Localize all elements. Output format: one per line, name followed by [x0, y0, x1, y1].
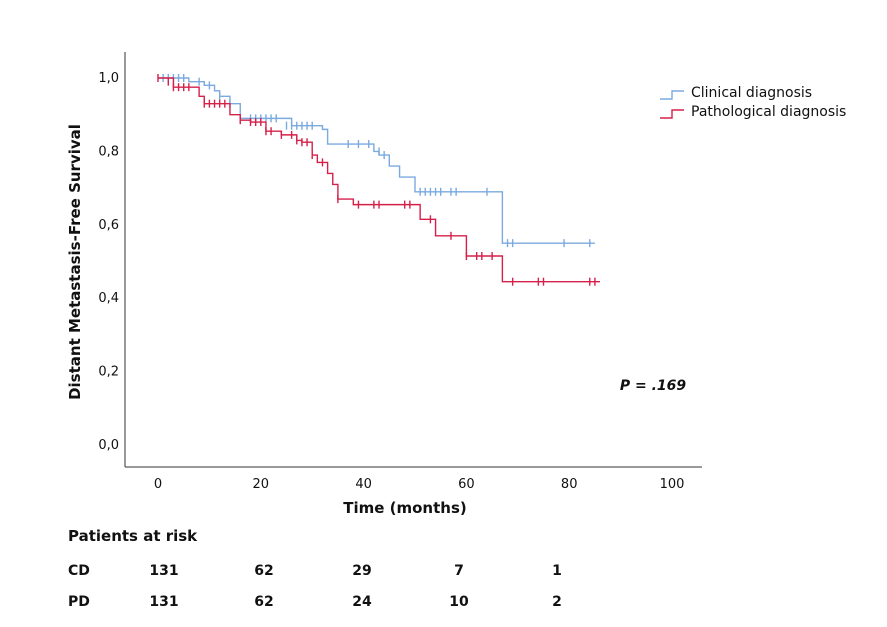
y-tick-label: 0,4 [98, 291, 119, 306]
x-tick-label: 20 [253, 477, 270, 492]
legend: Clinical diagnosis Pathological diagnosis [660, 85, 846, 120]
risk-row-label: PD [68, 594, 90, 610]
legend-label: Clinical diagnosis [691, 85, 812, 101]
risk-cell: 7 [454, 563, 464, 579]
y-tick-label: 0,2 [98, 365, 119, 380]
risk-cell: 131 [149, 563, 179, 579]
y-tick-label: 1,0 [98, 71, 119, 86]
y-ticks: 0,0 0,2 0,4 0,6 0,8 1,0 [98, 71, 119, 453]
x-axis-label: Time (months) [343, 499, 467, 517]
risk-row-label: CD [68, 563, 90, 579]
x-ticks: 0 20 40 60 80 100 [154, 477, 685, 492]
risk-cell: 131 [149, 594, 179, 610]
risk-cell: 62 [254, 563, 274, 579]
risk-cell: 24 [352, 594, 372, 610]
y-tick-label: 0,0 [98, 438, 119, 453]
risk-cell: 1 [552, 563, 562, 579]
risk-cell: 62 [254, 594, 274, 610]
km-chart: 0,0 0,2 0,4 0,6 0,8 1,0 0 20 40 60 80 100 Clinical… [66, 52, 846, 517]
x-tick-label: 100 [660, 477, 685, 492]
series-line-clinical [158, 77, 595, 244]
risk-cell: 29 [352, 563, 372, 579]
x-tick-label: 0 [154, 477, 162, 492]
legend-swatch [660, 109, 684, 119]
x-tick-label: 60 [458, 477, 475, 492]
x-tick-label: 80 [561, 477, 578, 492]
risk-table-title: Patients at risk [68, 527, 198, 545]
y-tick-label: 0,8 [98, 144, 119, 159]
y-tick-label: 0,6 [98, 218, 119, 233]
x-tick-label: 40 [355, 477, 372, 492]
series-group [157, 74, 601, 286]
risk-cell: 2 [552, 594, 562, 610]
risk-cell: 10 [449, 594, 469, 610]
legend-swatch [660, 90, 684, 100]
y-axis-label: Distant Metastasis-Free Survival [66, 124, 84, 400]
axes [124, 52, 702, 468]
p-value-annotation: P = .169 [620, 378, 687, 394]
legend-label: Pathological diagnosis [691, 104, 846, 120]
series-line-pathological [158, 77, 601, 283]
